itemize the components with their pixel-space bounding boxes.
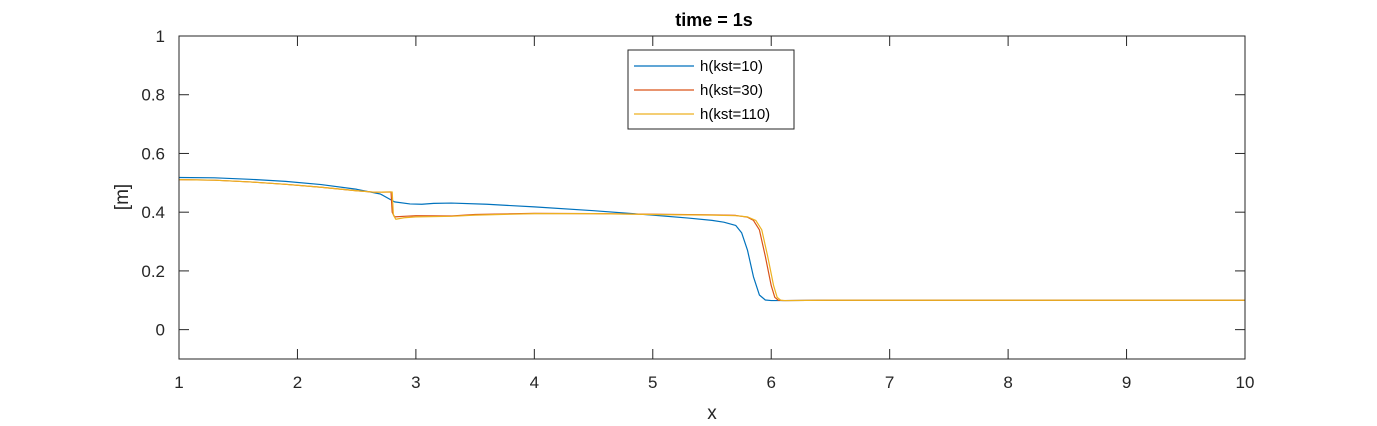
y-axis-label: [m] xyxy=(112,184,133,210)
legend-label-3: h(kst=110) xyxy=(700,106,770,123)
x-tick-label: 2 xyxy=(293,373,302,392)
x-tick-label: 9 xyxy=(1122,373,1131,392)
chart-title: time = 1s xyxy=(675,10,753,30)
x-tick-label: 5 xyxy=(648,373,657,392)
y-tick-label: 0.8 xyxy=(141,86,165,105)
y-tick-label: 0 xyxy=(156,321,165,340)
y-tick-label: 0.2 xyxy=(141,262,165,281)
x-tick-label: 1 xyxy=(174,373,183,392)
x-tick-label: 6 xyxy=(766,373,775,392)
ticks-layer: 1 2 3 4 5 6 7 8 9 10 0 0.2 0.4 0.6 0.8 1 xyxy=(141,27,1254,392)
axes-box xyxy=(178,35,1246,360)
legend-label-2: h(kst=30) xyxy=(700,82,763,99)
legend-label-1: h(kst=10) xyxy=(700,58,763,75)
series-line-3 xyxy=(178,178,1245,302)
legend: h(kst=10) h(kst=30) h(kst=110) xyxy=(627,49,795,130)
x-tick-label: 7 xyxy=(885,373,894,392)
series-layer xyxy=(178,176,1245,302)
x-tick-label: 4 xyxy=(530,373,539,392)
x-tick-label: 8 xyxy=(1003,373,1012,392)
x-tick-label: 3 xyxy=(411,373,420,392)
y-tick-label: 0.6 xyxy=(141,144,165,163)
y-tick-label: 1 xyxy=(156,27,165,46)
x-axis-label: x xyxy=(707,403,717,424)
y-tick-label: 0.4 xyxy=(141,203,165,222)
x-tick-label: 10 xyxy=(1236,373,1255,392)
